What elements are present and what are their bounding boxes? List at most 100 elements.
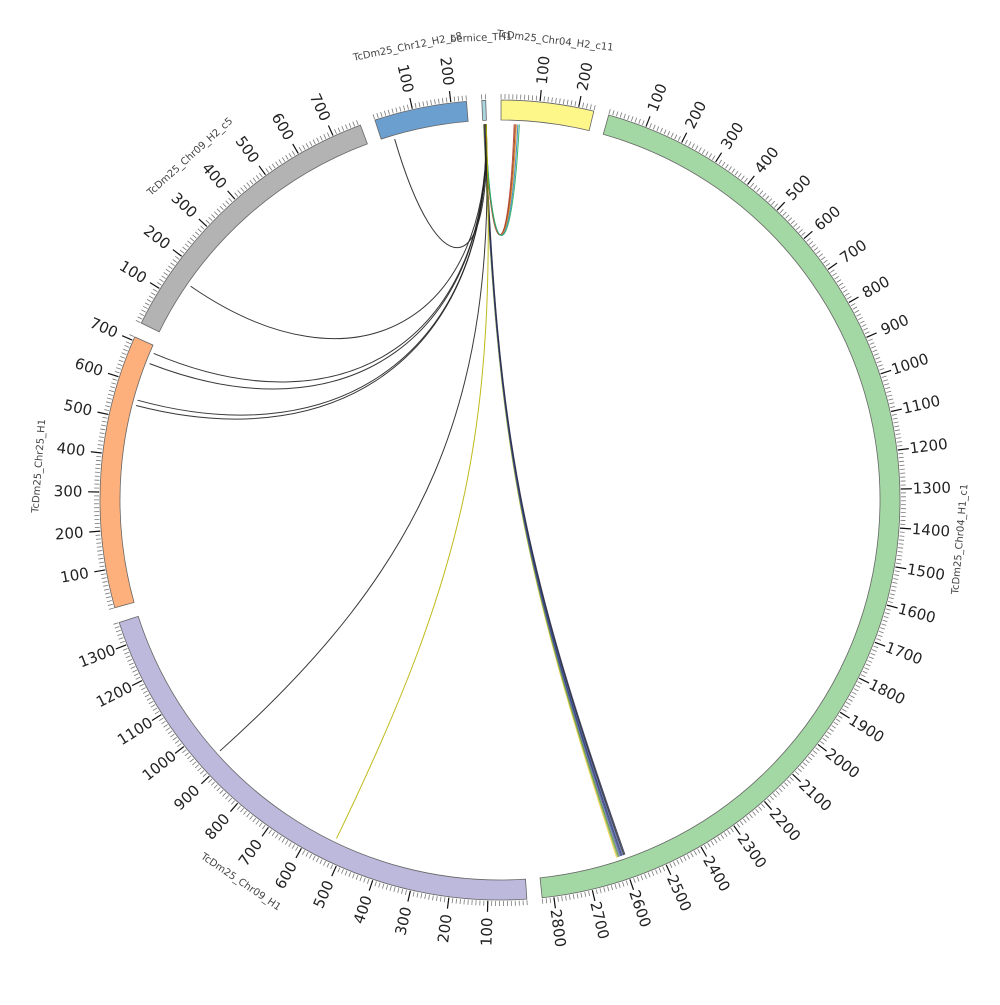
tick-label: 2200 — [766, 804, 805, 845]
minor-tick — [834, 722, 838, 725]
minor-tick — [117, 364, 122, 366]
minor-tick — [102, 581, 107, 582]
minor-tick — [320, 136, 322, 140]
minor-tick — [400, 107, 401, 112]
minor-tick — [763, 193, 766, 197]
minor-tick — [897, 559, 902, 560]
minor-tick — [286, 155, 289, 159]
minor-tick — [544, 96, 545, 101]
minor-tick — [872, 650, 877, 652]
minor-tick — [785, 215, 789, 219]
minor-tick — [829, 729, 833, 732]
minor-tick — [706, 151, 709, 155]
minor-tick — [452, 898, 453, 903]
minor-tick — [571, 100, 572, 105]
minor-tick — [895, 430, 900, 431]
minor-tick — [552, 97, 553, 102]
minor-tick — [885, 387, 890, 388]
minor-tick — [375, 881, 377, 886]
minor-tick — [381, 112, 382, 117]
minor-tick — [96, 543, 101, 544]
tick-label: 100 — [533, 55, 554, 85]
minor-tick — [147, 299, 151, 301]
minor-tick — [108, 604, 113, 605]
minor-tick — [143, 691, 147, 693]
major-tick — [898, 449, 909, 450]
minor-tick — [857, 682, 861, 684]
major-tick — [122, 336, 132, 340]
major-tick — [89, 531, 100, 532]
minor-tick — [779, 788, 782, 792]
minor-tick — [896, 434, 901, 435]
minor-tick — [729, 166, 732, 170]
minor-tick — [438, 99, 439, 104]
major-tick — [840, 712, 849, 718]
major-tick — [228, 191, 235, 199]
minor-tick — [342, 126, 344, 131]
minor-tick — [419, 102, 420, 107]
minor-tick — [229, 198, 232, 202]
minor-tick — [97, 551, 102, 552]
tick-label: 1500 — [906, 560, 947, 584]
minor-tick — [635, 118, 637, 123]
tick-label: 600 — [271, 858, 301, 892]
minor-tick — [134, 674, 139, 676]
minor-tick — [151, 705, 155, 708]
minor-tick — [117, 634, 122, 636]
minor-tick — [884, 384, 889, 385]
minor-tick — [664, 130, 666, 135]
minor-tick — [458, 96, 459, 101]
minor-tick — [168, 266, 172, 269]
minor-tick — [628, 115, 630, 120]
minor-tick — [136, 677, 140, 679]
minor-tick — [240, 808, 243, 812]
tick-label: 100 — [116, 257, 150, 287]
minor-tick — [413, 892, 414, 897]
major-tick — [116, 645, 126, 649]
minor-tick — [187, 756, 191, 759]
major-tick — [666, 865, 671, 875]
minor-tick — [689, 142, 691, 146]
minor-tick — [776, 791, 779, 795]
minor-tick — [145, 694, 149, 696]
minor-tick — [702, 149, 705, 153]
minor-tick — [865, 332, 870, 334]
tick-label: 400 — [751, 143, 783, 177]
minor-tick — [820, 741, 824, 744]
minor-tick — [259, 173, 262, 177]
minor-tick — [897, 555, 902, 556]
minor-tick — [874, 354, 879, 356]
major-tick — [777, 202, 785, 210]
tick-label: 1200 — [93, 678, 135, 711]
minor-tick — [211, 782, 215, 786]
minor-tick — [116, 368, 121, 370]
minor-tick — [846, 702, 850, 705]
minor-tick — [390, 886, 391, 891]
minor-tick — [238, 190, 241, 194]
major-tick — [91, 452, 102, 453]
minor-tick — [323, 861, 325, 866]
minor-tick — [107, 600, 112, 601]
minor-tick — [863, 328, 868, 330]
minor-tick — [770, 796, 773, 800]
minor-tick — [893, 418, 898, 419]
tick-label: 1600 — [896, 600, 938, 627]
minor-tick — [367, 879, 369, 884]
tick-label: 500 — [782, 171, 815, 204]
minor-tick — [120, 641, 125, 643]
tick-label: 300 — [168, 189, 201, 222]
tick-label: 600 — [811, 202, 844, 234]
minor-tick — [563, 99, 564, 104]
minor-tick — [192, 762, 196, 765]
minor-tick — [575, 101, 576, 106]
major-tick — [449, 91, 450, 102]
minor-tick — [894, 426, 899, 427]
minor-tick — [345, 871, 347, 876]
minor-tick — [685, 140, 687, 144]
minor-tick — [756, 809, 759, 813]
minor-tick — [888, 601, 893, 602]
minor-tick — [852, 692, 856, 694]
tick-label: 200 — [434, 913, 456, 944]
minor-tick — [558, 897, 559, 902]
minor-tick — [250, 816, 253, 820]
